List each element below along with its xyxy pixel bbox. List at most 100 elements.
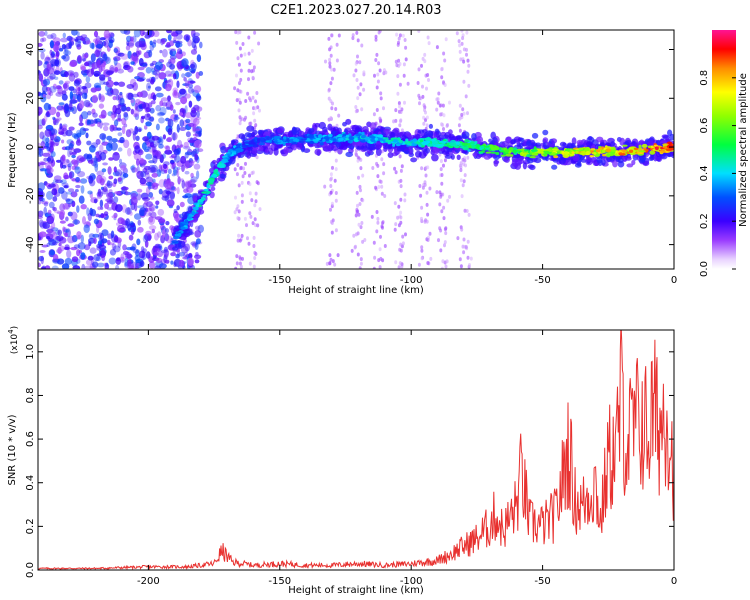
heat-cell [485,151,491,154]
heat-cell [195,116,202,120]
heat-cell [93,70,101,77]
heat-cell [87,119,95,125]
heat-cell [139,260,145,268]
heat-cell [399,210,403,215]
heat-cell [121,125,126,135]
heat-cell [177,176,181,185]
heat-cell [183,141,189,149]
heat-cell [94,49,101,58]
heat-cell [66,249,72,259]
heat-cell [421,94,425,99]
heat-cell [181,226,186,230]
heat-cell [54,136,61,143]
heat-cell [517,158,524,165]
heat-cell [217,164,222,168]
heat-cell [97,121,101,128]
heat-cell [96,59,101,69]
heat-cell [461,36,465,41]
heat-cell [112,151,120,161]
heat-cell [328,64,332,69]
heat-cell [467,83,471,88]
heat-cell [167,168,172,175]
heat-cell [440,75,444,80]
heat-cell [121,117,127,126]
heat-cell [127,261,134,269]
y-tick-label: 0.0 [25,562,36,578]
heat-cell [504,149,510,153]
heat-cell [149,167,157,173]
heat-cell [139,76,146,81]
heat-cell [323,145,331,152]
heat-cell [194,230,202,238]
heat-cell [327,133,333,138]
heat-cell [198,199,204,202]
heat-cell [188,122,195,127]
heat-cell [61,55,66,60]
heat-cell [291,144,298,151]
heat-cell [445,259,449,264]
heat-cell [52,116,56,120]
heat-cell [121,105,127,112]
heat-cell [162,48,168,58]
colorbar-label: Normalized spectral amplitude [738,73,749,227]
heat-cell [139,157,145,164]
heat-cell [53,175,62,181]
heat-cell [66,159,70,164]
heat-cell [110,142,118,151]
heat-cell [649,150,656,155]
heat-cell [175,253,180,259]
heat-cell [322,126,328,133]
heat-cell [394,59,398,64]
heat-cell [248,173,251,178]
heat-cell [53,70,61,75]
heat-cell [176,168,180,178]
heat-cell [89,42,95,49]
heat-cell [71,154,76,159]
heat-cell [380,224,384,229]
heat-cell [167,34,172,41]
heat-cell [101,238,108,244]
heat-cell [423,52,427,57]
heat-cell [50,53,56,59]
heat-cell [104,202,110,209]
colorbar-tick-label: 0.2 [699,213,710,229]
heat-cell [51,265,59,269]
heat-cell [372,240,376,245]
heat-cell [67,211,73,217]
heat-cell [161,38,166,45]
heat-cell [85,259,93,266]
y-tick-label: -40 [25,236,36,252]
heat-cell [142,136,149,142]
heat-cell [359,261,363,266]
heat-cell [181,211,188,217]
heat-cell [248,211,252,216]
heat-cell [135,249,140,257]
heat-cell [466,255,470,260]
heat-cell [612,159,618,168]
heat-cell [248,61,252,66]
heat-cell [184,105,188,114]
heat-cell [550,138,558,144]
heat-cell [531,152,539,156]
heat-cell [420,205,424,210]
heat-cell [54,138,60,147]
heat-cell [108,157,114,161]
heat-cell [68,40,72,49]
heat-cell [456,236,460,241]
heat-cell [208,179,215,184]
heat-cell [459,168,463,173]
heat-cell [132,132,137,141]
heat-cell [183,225,188,228]
heat-cell [46,62,52,69]
heat-cell [142,197,151,202]
heat-cell [145,251,151,259]
heat-cell [172,92,181,99]
heat-cell [329,257,333,262]
heat-cell [299,140,304,144]
heat-cell [62,32,66,38]
heat-cell [82,128,89,132]
heat-cell [49,249,55,256]
heat-cell [196,110,200,118]
heat-cell [653,144,659,147]
heat-cell [180,88,187,98]
